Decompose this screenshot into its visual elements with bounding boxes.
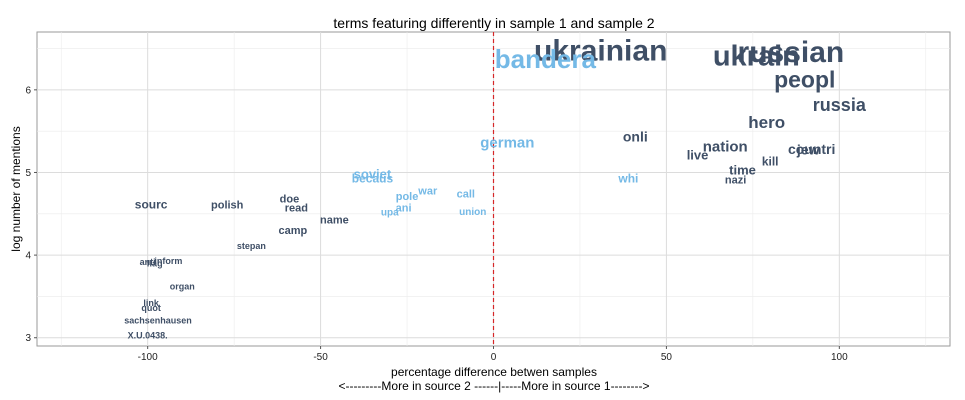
y-axis-ticks: 3 4 5 6 [25,85,37,344]
term-label: organ [170,282,195,292]
term-label: anti [140,257,156,267]
term-label: german [480,135,534,152]
term-label: read [285,203,308,215]
term-label: hero [748,113,785,132]
term-label: live [687,147,709,162]
term-label: countri [788,141,835,157]
term-label: bandera [495,44,597,74]
term-label: call [457,189,475,201]
y-tick-label: 4 [25,251,31,262]
x-tick-label: -50 [313,352,328,363]
term-label: union [459,207,486,218]
term-label: whi [617,171,638,185]
term-label: nation [703,139,748,156]
x-axis-title: percentage difference betwen samples [391,365,597,379]
x-axis-ticks: -100 -50 0 50 100 [138,346,848,363]
term-label: russia [813,95,867,115]
chart-title: terms featuring differently in sample 1 … [333,15,654,31]
term-label: war [417,185,438,197]
term-label: soviet [354,166,392,181]
term-label: X.U.0438. [128,330,168,340]
term-label: inform [154,256,182,266]
term-label: becaus [352,171,394,185]
term-label: sourc [135,198,168,212]
x-tick-label: 100 [831,352,848,363]
term-label: name [320,214,349,226]
term-label: quot [141,303,161,313]
y-tick-label: 3 [25,333,31,344]
term-label: ani [396,203,412,215]
term-label: upa [381,208,399,219]
term-label: ukrain [713,40,800,72]
term-label: kill [762,155,779,169]
term-label: stepan [237,241,266,251]
term-label: peopl [774,67,835,93]
term-label: flag [147,259,163,269]
term-label: onli [623,128,648,144]
x-axis-note: <---------More in source 2 ------|-----M… [338,379,649,393]
term-label: sachsenhausen [124,316,192,326]
term-label: camp [279,225,308,237]
term-label: doe [280,194,300,206]
x-tick-label: -100 [138,352,158,363]
x-tick-label: 50 [661,352,673,363]
term-label: pole [396,191,419,203]
term-label: link [143,298,159,308]
term-label: time [729,162,756,177]
y-tick-label: 5 [25,168,31,179]
term-label: russian [738,36,845,69]
y-tick-label: 6 [25,85,31,96]
term-label: polish [211,199,244,211]
y-axis-title: log number of mentions [9,126,23,251]
x-tick-label: 0 [491,352,497,363]
term-label: jew [796,142,820,158]
term-label: ukrainian [534,35,667,68]
term-label: nazi [725,175,746,187]
